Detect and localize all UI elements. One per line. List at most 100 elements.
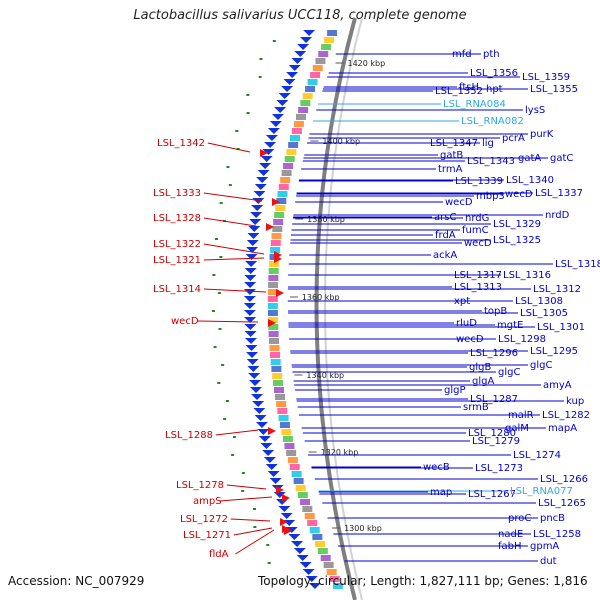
gene-label[interactable]: LSL_1265 xyxy=(538,498,586,509)
gene-label[interactable]: glgA xyxy=(472,376,494,387)
gene-label[interactable]: LSL_1313 xyxy=(454,282,502,293)
gene-label[interactable]: gpmA xyxy=(530,541,559,552)
gene-label[interactable]: LSL_1266 xyxy=(540,474,588,485)
gene-label[interactable]: rluD xyxy=(456,318,477,329)
gene-label[interactable]: glgB xyxy=(469,362,491,373)
gene-label[interactable]: malR xyxy=(508,410,534,421)
gene-label-left[interactable]: LSL_1333 xyxy=(153,188,201,199)
gene-label[interactable]: glgP xyxy=(444,385,466,396)
gene-label[interactable]: LSL_1308 xyxy=(515,296,563,307)
gene-label[interactable]: gatA xyxy=(518,153,541,164)
gene-label-left[interactable]: LSL_1342 xyxy=(157,138,205,149)
gene-label[interactable]: LSL_1305 xyxy=(520,308,568,319)
gene-label[interactable]: LSL_1312 xyxy=(533,284,581,295)
gene-label[interactable]: ftsH xyxy=(459,82,479,93)
gene-label[interactable]: arsC xyxy=(434,212,456,223)
gene-label[interactable]: nrdG xyxy=(465,213,489,224)
gene-label[interactable]: galM xyxy=(505,423,529,434)
gene-label[interactable]: wecD xyxy=(505,189,533,200)
gene-label[interactable]: fabH xyxy=(498,541,522,552)
gene-label[interactable]: nrdD xyxy=(545,210,570,221)
gene-label[interactable]: LSL_1359 xyxy=(522,72,570,83)
gene-label-left[interactable]: ampS xyxy=(193,496,222,507)
gene-label-left[interactable]: LSL_1322 xyxy=(153,239,201,250)
track-dot xyxy=(217,382,221,384)
gene-label[interactable]: LSL_1296 xyxy=(470,348,518,359)
gene-label[interactable]: kup xyxy=(566,396,584,407)
feature-block xyxy=(312,65,323,71)
gene-label[interactable]: LSL_RNA084 xyxy=(443,99,506,110)
gene-label[interactable]: LSL_1258 xyxy=(533,529,581,540)
gene-label-left[interactable]: LSL_1272 xyxy=(180,514,228,525)
gene-label[interactable]: LSL_1267 xyxy=(468,489,516,500)
gene-label[interactable]: LSL_1287 xyxy=(470,394,518,405)
gene-label[interactable]: amyA xyxy=(543,380,572,391)
gene-label[interactable]: lig xyxy=(482,138,494,149)
gene-label[interactable]: pcrA xyxy=(502,133,525,144)
gene-label[interactable]: topB xyxy=(484,306,507,317)
gene-label[interactable]: gatB xyxy=(440,150,463,161)
gene-label[interactable]: glgC xyxy=(498,367,520,378)
gene-label[interactable]: mfd xyxy=(452,49,472,60)
gene-label[interactable]: LSL_1279 xyxy=(472,436,520,447)
gene-label[interactable]: ackA xyxy=(433,250,457,261)
gene-label[interactable]: mbp3 xyxy=(476,191,505,202)
gene-label[interactable]: srmB xyxy=(463,402,489,413)
gene-label[interactable]: LSL_1316 xyxy=(503,270,551,281)
gene-label[interactable]: LSL_RNA082 xyxy=(461,116,524,127)
gene-label[interactable]: dut xyxy=(540,556,557,567)
gene-label[interactable]: nadE xyxy=(498,529,523,540)
gene-label-left[interactable]: LSL_1321 xyxy=(153,255,201,266)
gene-label[interactable]: LSL_1339 xyxy=(455,176,503,187)
gene-label[interactable]: mgtE xyxy=(497,320,523,331)
gene-label-left[interactable]: LSL_1288 xyxy=(165,430,213,441)
gene-label[interactable]: pth xyxy=(483,49,500,60)
gene-label[interactable]: lysS xyxy=(525,105,545,116)
gene-label[interactable]: frdA xyxy=(435,230,456,241)
gene-label[interactable]: LSL_1340 xyxy=(506,175,554,186)
gene-label[interactable]: glgC xyxy=(530,360,552,371)
gene-label[interactable]: LSL_1301 xyxy=(537,322,585,333)
gene-label[interactable]: pncB xyxy=(540,513,565,524)
gene-label[interactable]: wecD xyxy=(445,197,473,208)
gene-label[interactable]: LSL_1295 xyxy=(530,346,578,357)
gene-label[interactable]: LSL_1352 xyxy=(435,86,483,97)
gene-label-left[interactable]: LSL_1271 xyxy=(183,530,231,541)
gene-label[interactable]: trmA xyxy=(438,164,463,175)
track-dot xyxy=(213,346,217,348)
gene-label[interactable]: hpt xyxy=(486,84,503,95)
feature-block xyxy=(293,121,304,127)
gene-label[interactable]: gatC xyxy=(550,153,573,164)
gene-label[interactable]: map xyxy=(430,487,452,498)
gene-label[interactable]: wecD xyxy=(456,334,484,345)
gene-arrow xyxy=(252,401,265,407)
gene-label[interactable]: LSL_1337 xyxy=(535,188,583,199)
gene-label-left[interactable]: LSL_1278 xyxy=(176,480,224,491)
gene-label[interactable]: LSL_1325 xyxy=(493,235,541,246)
gene-label[interactable]: LSL_RNA077 xyxy=(510,486,573,497)
gene-label[interactable]: LSL_1329 xyxy=(493,219,541,230)
gene-label[interactable]: proC xyxy=(508,513,531,524)
gene-label[interactable]: LSL_1317 xyxy=(454,270,502,281)
gene-label[interactable]: wecD xyxy=(464,238,492,249)
gene-label[interactable]: LSL_1347 xyxy=(430,138,478,149)
gene-label[interactable]: LSL_1274 xyxy=(513,450,561,461)
gene-label[interactable]: LSL_1356 xyxy=(470,68,518,79)
gene-label-left[interactable]: wecD xyxy=(171,316,199,327)
gene-label-left[interactable]: LSL_1328 xyxy=(153,213,201,224)
gene-label[interactable]: LSL_1298 xyxy=(498,334,546,345)
gene-label[interactable]: LSL_1280 xyxy=(468,428,516,439)
gene-label[interactable]: xpt xyxy=(454,296,470,307)
gene-label[interactable]: mapA xyxy=(548,423,577,434)
gene-label[interactable]: LSL_1355 xyxy=(530,84,578,95)
gene-label[interactable]: LSL_1273 xyxy=(475,463,523,474)
gene-label[interactable]: fumC xyxy=(462,225,489,236)
gene-label[interactable]: LSL_1318 xyxy=(555,259,600,270)
gene-label-left[interactable]: LSL_1314 xyxy=(153,284,201,295)
gene-label[interactable]: purK xyxy=(530,129,554,140)
gene-label-left[interactable]: fldA xyxy=(209,549,229,560)
gene-label[interactable]: LSL_1282 xyxy=(542,410,590,421)
gene-label[interactable]: wecB xyxy=(423,462,450,473)
gene-label[interactable]: LSL_1343 xyxy=(467,156,515,167)
